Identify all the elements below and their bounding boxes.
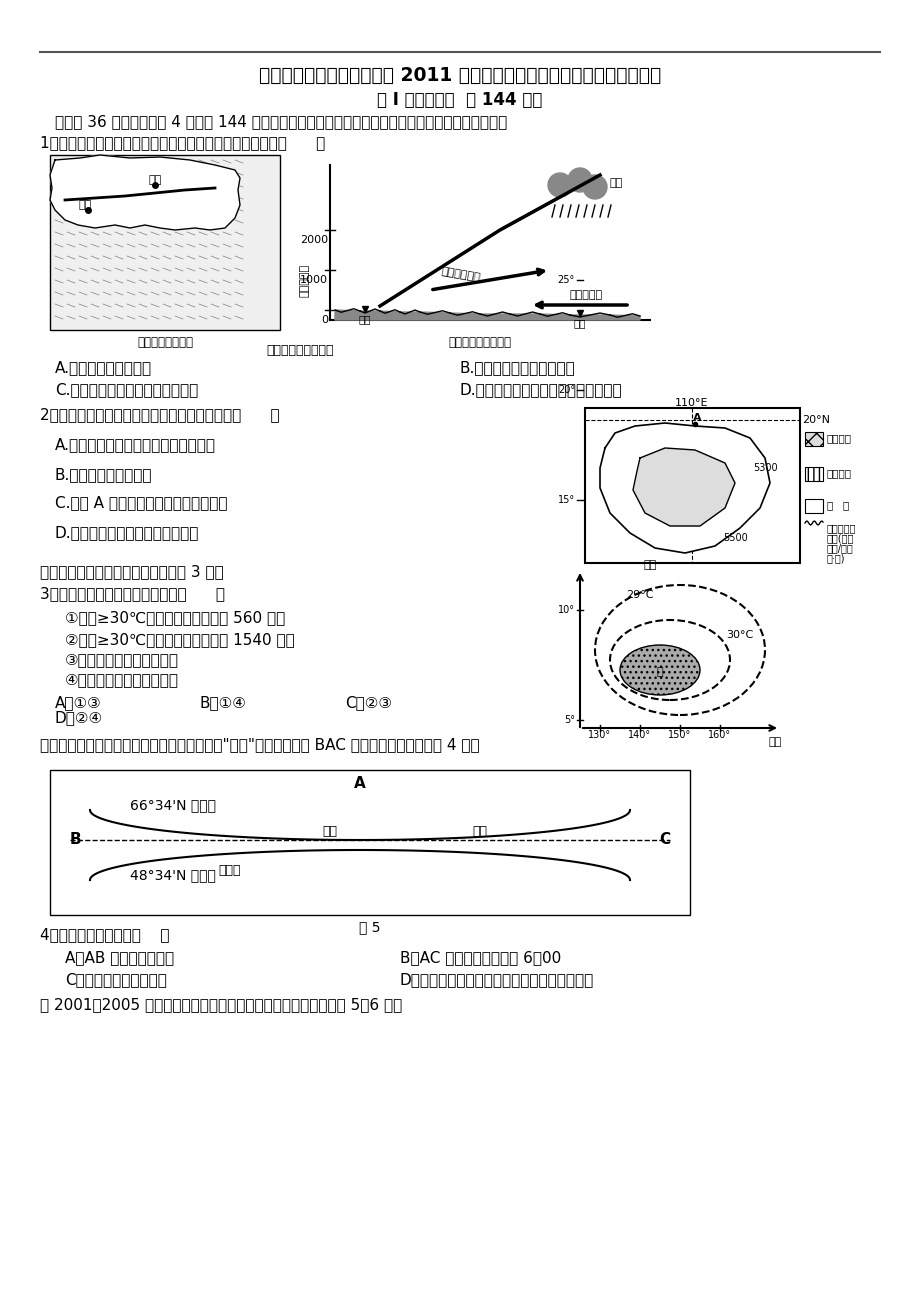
Polygon shape xyxy=(599,423,769,553)
Text: 昆明准静止锋剖面图: 昆明准静止锋剖面图 xyxy=(448,336,511,349)
Polygon shape xyxy=(335,310,640,320)
Text: B: B xyxy=(69,832,81,848)
Text: 图 5: 图 5 xyxy=(358,921,380,934)
Text: 5°: 5° xyxy=(563,715,574,725)
Text: C.云贵高原地势自东北向西南倾斜: C.云贵高原地势自东北向西南倾斜 xyxy=(55,383,198,397)
Text: A．AB 弧为晨线的一段: A．AB 弧为晨线的一段 xyxy=(65,950,174,966)
Text: 20°: 20° xyxy=(557,385,574,395)
Bar xyxy=(804,467,823,480)
Ellipse shape xyxy=(619,644,699,695)
Text: C.图中 A 地每年有一次的阳光直射机会: C.图中 A 地每年有一次的阳光直射机会 xyxy=(55,496,227,510)
Bar xyxy=(584,408,800,562)
Text: 平   原: 平 原 xyxy=(826,500,848,510)
Text: 2000: 2000 xyxy=(300,234,328,245)
Text: 昆明准静止锋位置: 昆明准静止锋位置 xyxy=(137,336,193,349)
Text: 2、读右图某岛略图，从图中提供的信息可判断（      ）: 2、读右图某岛略图，从图中提供的信息可判断（ ） xyxy=(40,408,279,423)
Text: C: C xyxy=(659,832,670,848)
Text: 0: 0 xyxy=(321,315,328,326)
Bar xyxy=(804,432,823,447)
Text: 15°: 15° xyxy=(557,495,574,505)
Text: 110°E: 110°E xyxy=(675,398,708,408)
Text: D．我国各地正午太阳高度达到一年中的最大值: D．我国各地正午太阳高度达到一年中的最大值 xyxy=(400,973,594,987)
Text: 福建石狮石光华侨联合中学 2011 届高考最后阶段冲刺模拟卷文综卷（一）: 福建石狮石光华侨联合中学 2011 届高考最后阶段冲刺模拟卷文综卷（一） xyxy=(258,65,661,85)
Bar xyxy=(50,769,689,915)
Text: 1000: 1000 xyxy=(300,275,328,285)
Text: 5500: 5500 xyxy=(722,533,747,543)
Text: 48°34'N 白夜线: 48°34'N 白夜线 xyxy=(130,868,216,881)
Text: 焦耳/平方: 焦耳/平方 xyxy=(826,543,853,553)
Text: 读 2001－2005 年广东省三个区域国内生产总值长率变化图，回答 5～6 题。: 读 2001－2005 年广东省三个区域国内生产总值长率变化图，回答 5～6 题… xyxy=(40,997,402,1013)
Text: 西南暖湿气流: 西南暖湿气流 xyxy=(439,267,481,284)
Text: 昆明: 昆明 xyxy=(78,201,92,210)
Circle shape xyxy=(567,168,591,191)
Polygon shape xyxy=(612,458,640,503)
Text: 经度: 经度 xyxy=(767,737,781,747)
Text: 锋面: 锋面 xyxy=(609,178,622,187)
Text: 5300: 5300 xyxy=(752,464,777,473)
Circle shape xyxy=(583,174,607,199)
Text: 本卷共 36 小题，每小题 4 分，共 144 分。在每题给出的四个选项中，只有一项是最符合题目要求的。: 本卷共 36 小题，每小题 4 分，共 144 分。在每题给出的四个选项中，只有… xyxy=(55,115,506,129)
Text: 人们把黄昏的余晖与黎明的曙光相接的现象叫"白夜"。下图中弧线 BAC 为晨昏线。读图回答第 4 题。: 人们把黄昏的余晖与黎明的曙光相接的现象叫"白夜"。下图中弧线 BAC 为晨昏线。… xyxy=(40,737,479,753)
Bar xyxy=(804,499,823,513)
Text: 昆明: 昆明 xyxy=(358,314,371,324)
Polygon shape xyxy=(50,155,240,230)
Text: 第 I 卷（选择题  共 144 分）: 第 I 卷（选择题 共 144 分） xyxy=(377,91,542,109)
Text: C．②③: C．②③ xyxy=(345,695,391,711)
Text: ①图中≥30℃的区域南北最宽约为 560 千米: ①图中≥30℃的区域南北最宽约为 560 千米 xyxy=(65,611,285,625)
Text: 读某海域表层水温等值线图，回答第 3 题。: 读某海域表层水温等值线图，回答第 3 题。 xyxy=(40,565,223,579)
Text: D.全年晴好天气西南部多于东北部: D.全年晴好天气西南部多于东北部 xyxy=(55,526,199,540)
Text: 抚远: 抚远 xyxy=(472,825,487,838)
Text: 年太阳总辐: 年太阳总辐 xyxy=(826,523,856,533)
Text: 160°: 160° xyxy=(708,730,731,740)
Text: 150°: 150° xyxy=(667,730,691,740)
Text: ②图中≥30℃的区域南北最宽约为 1540 千米: ②图中≥30℃的区域南北最宽约为 1540 千米 xyxy=(65,633,294,647)
Text: 甲: 甲 xyxy=(656,667,663,677)
Text: 66°34'N 白昼线: 66°34'N 白昼线 xyxy=(130,798,216,812)
Text: 昆明准静止锋示意图: 昆明准静止锋示意图 xyxy=(266,344,334,357)
Text: 阿勒泰: 阿勒泰 xyxy=(219,863,241,876)
Text: ④图中甲地易形成温带气旋: ④图中甲地易形成温带气旋 xyxy=(65,673,179,687)
Text: 米·年): 米·年) xyxy=(826,553,845,562)
Text: 贵阳: 贵阳 xyxy=(573,318,585,328)
Text: 海拔（米）: 海拔（米） xyxy=(300,263,310,297)
Circle shape xyxy=(548,173,572,197)
Bar xyxy=(50,155,279,329)
Text: A.右图中剖面是东西向: A.右图中剖面是东西向 xyxy=(55,361,152,375)
Text: 130°: 130° xyxy=(588,730,611,740)
Text: 纬度: 纬度 xyxy=(642,560,656,570)
Text: D.昆明与贵阳冬半年均以冷湿天气为主: D.昆明与贵阳冬半年均以冷湿天气为主 xyxy=(460,383,622,397)
Text: A: A xyxy=(354,776,366,790)
Text: B．AC 弧上各地时间均为 6：00: B．AC 弧上各地时间均为 6：00 xyxy=(400,950,561,966)
Polygon shape xyxy=(632,448,734,526)
Text: C．我国各地均昼长夜短: C．我国各地均昼长夜短 xyxy=(65,973,166,987)
Text: 20°N: 20°N xyxy=(801,415,829,424)
Text: A．①③: A．①③ xyxy=(55,695,102,711)
Text: B.昆明冬季多晴朗温暖天气: B.昆明冬季多晴朗温暖天气 xyxy=(460,361,575,375)
Text: 1、云贵高原在冬季常出现下图所示天气系统，从图中可知（      ）: 1、云贵高原在冬季常出现下图所示天气系统，从图中可知（ ） xyxy=(40,135,325,151)
Text: 29°C: 29°C xyxy=(626,590,653,600)
Text: 漠河: 漠河 xyxy=(323,825,337,838)
Text: D．②④: D．②④ xyxy=(55,711,103,725)
Text: A.地势中间高四周低，地形以高原为主: A.地势中间高四周低，地形以高原为主 xyxy=(55,437,216,453)
Text: 30°C: 30°C xyxy=(726,630,753,641)
Text: 25°: 25° xyxy=(557,275,574,285)
Text: B.河流流程短，落差小: B.河流流程短，落差小 xyxy=(55,467,153,483)
Text: ③图中甲地易形成热带气旋: ③图中甲地易形成热带气旋 xyxy=(65,652,179,668)
Text: 射量(百万: 射量(百万 xyxy=(826,533,854,543)
Text: 贵阳: 贵阳 xyxy=(148,174,162,185)
Text: 3．下列关于该海域叙述正确的是（      ）: 3．下列关于该海域叙述正确的是（ ） xyxy=(40,586,225,602)
Text: 140°: 140° xyxy=(628,730,651,740)
Text: 低山丘陵: 低山丘陵 xyxy=(826,467,851,478)
Text: A: A xyxy=(692,413,700,423)
Text: 北方冷气流: 北方冷气流 xyxy=(570,290,603,299)
Text: 10°: 10° xyxy=(558,605,574,615)
Text: B．①④: B．①④ xyxy=(199,695,246,711)
Text: 中部山地: 中部山地 xyxy=(826,434,851,443)
Text: 4．当漠河出现白夜时（    ）: 4．当漠河出现白夜时（ ） xyxy=(40,927,169,943)
